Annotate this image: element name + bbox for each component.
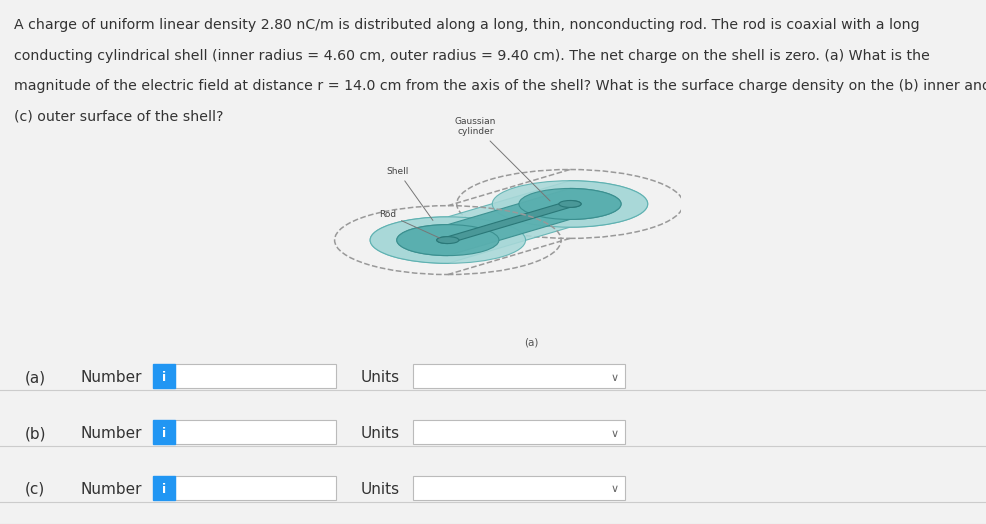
Text: Rod: Rod [379, 210, 440, 238]
Text: Number: Number [81, 482, 142, 497]
Polygon shape [370, 181, 647, 264]
Text: (b): (b) [25, 427, 46, 441]
FancyBboxPatch shape [175, 364, 335, 388]
FancyBboxPatch shape [153, 420, 175, 444]
Text: ∨: ∨ [610, 373, 618, 383]
Ellipse shape [370, 217, 525, 264]
Text: Gaussian
cylinder: Gaussian cylinder [455, 117, 549, 201]
Text: i: i [162, 483, 166, 496]
Ellipse shape [558, 201, 581, 208]
Text: magnitude of the electric field at distance r = 14.0 cm from the axis of the she: magnitude of the electric field at dista… [14, 79, 986, 93]
Ellipse shape [436, 237, 458, 244]
Ellipse shape [396, 225, 498, 256]
Text: (c) outer surface of the shell?: (c) outer surface of the shell? [14, 110, 223, 124]
Text: (a): (a) [524, 338, 537, 348]
FancyBboxPatch shape [412, 420, 624, 444]
Text: Shell: Shell [387, 167, 433, 221]
Text: i: i [162, 428, 166, 440]
Text: Number: Number [81, 370, 142, 385]
Text: conducting cylindrical shell (inner radius = 4.60 cm, outer radius = 9.40 cm). T: conducting cylindrical shell (inner radi… [14, 49, 929, 63]
FancyBboxPatch shape [153, 364, 175, 388]
Polygon shape [396, 189, 620, 256]
FancyBboxPatch shape [175, 476, 335, 500]
Polygon shape [437, 201, 581, 244]
Text: A charge of uniform linear density 2.80 nC/m is distributed along a long, thin, : A charge of uniform linear density 2.80 … [14, 18, 919, 32]
Text: Units: Units [360, 370, 399, 385]
Text: (a): (a) [25, 370, 45, 385]
Text: i: i [162, 372, 166, 384]
FancyBboxPatch shape [412, 364, 624, 388]
FancyBboxPatch shape [175, 420, 335, 444]
Text: ∨: ∨ [610, 429, 618, 439]
Text: ∨: ∨ [610, 484, 618, 495]
FancyBboxPatch shape [412, 476, 624, 500]
Ellipse shape [492, 181, 647, 227]
Ellipse shape [519, 189, 620, 220]
Text: Number: Number [81, 427, 142, 441]
Text: Units: Units [360, 482, 399, 497]
FancyBboxPatch shape [153, 476, 175, 500]
Text: (c): (c) [25, 482, 45, 497]
Text: Units: Units [360, 427, 399, 441]
